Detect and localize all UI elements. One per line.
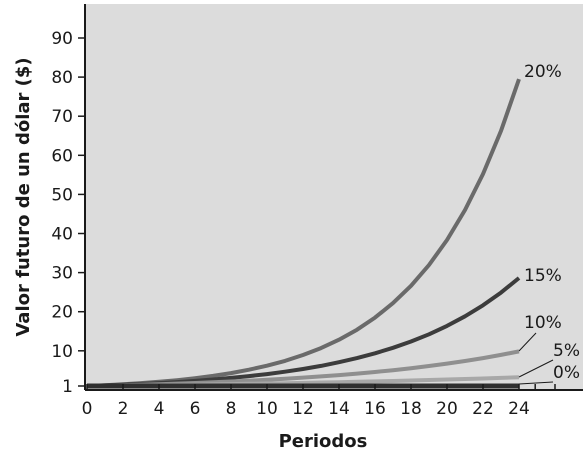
- x-tick-label-5: 10: [256, 399, 278, 419]
- series-label-2: 10%: [524, 313, 562, 333]
- y-tick-label-1: 10: [51, 342, 73, 362]
- series-leader-line-3: [518, 359, 554, 378]
- series-label-layer: 20% 15% 10% 5%0%: [518, 62, 580, 385]
- x-tick-label-2: 4: [154, 399, 165, 419]
- y-tick-label-9: 90: [51, 29, 73, 49]
- x-ticks: 0 2 4 6 8 10 12 14 16 18 20 22 24: [82, 384, 556, 419]
- series-label-4: 0%: [553, 363, 580, 383]
- x-tick-label-6: 12: [292, 399, 314, 419]
- y-ticks: 1 10 20 30 40 50 60 70 80 90: [51, 29, 85, 397]
- series-label-3: 5%: [553, 341, 580, 361]
- y-tick-label-5: 50: [51, 185, 73, 205]
- series-leader-line-2: [518, 332, 537, 352]
- x-axis-title: Periodos: [279, 431, 368, 452]
- x-tick-label-11: 22: [472, 399, 494, 419]
- y-tick-label-3: 30: [51, 264, 73, 284]
- x-tick-label-3: 6: [190, 399, 201, 419]
- y-tick-label-2: 20: [51, 303, 73, 323]
- series-label-0: 20%: [524, 62, 562, 82]
- y-tick-label-0: 1: [62, 377, 73, 397]
- y-tick-label-6: 60: [51, 146, 73, 166]
- series-label-1: 15%: [524, 266, 562, 286]
- y-tick-label-8: 80: [51, 68, 73, 88]
- x-tick-label-8: 16: [364, 399, 386, 419]
- plot-area: [85, 4, 583, 390]
- x-tick-label-4: 8: [226, 399, 237, 419]
- series-leader-line-4: [518, 381, 554, 385]
- y-tick-label-7: 70: [51, 107, 73, 127]
- x-tick-label-10: 20: [436, 399, 458, 419]
- y-axis-title: Valor futuro de un dólar ($): [13, 57, 34, 336]
- x-tick-label-0: 0: [82, 399, 93, 419]
- x-tick-label-1: 2: [118, 399, 129, 419]
- x-tick-label-12: 24: [508, 399, 530, 419]
- x-tick-label-7: 14: [328, 399, 350, 419]
- x-tick-label-9: 18: [400, 399, 422, 419]
- y-tick-label-4: 40: [51, 225, 73, 245]
